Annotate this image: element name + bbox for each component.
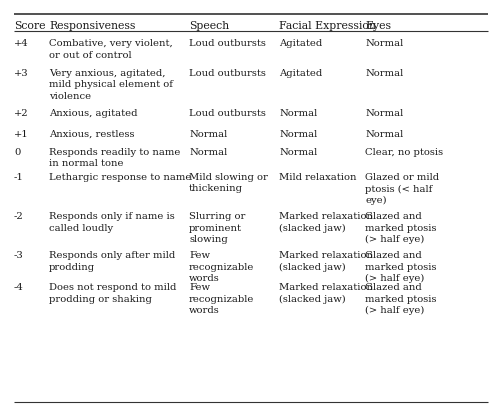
Text: +4: +4 (14, 39, 29, 48)
Text: Lethargic response to name: Lethargic response to name (49, 173, 192, 182)
Text: Eyes: Eyes (365, 21, 391, 30)
Text: Normal: Normal (279, 130, 318, 139)
Text: Normal: Normal (365, 39, 403, 48)
Text: Slurring or
prominent
slowing: Slurring or prominent slowing (189, 212, 246, 244)
Text: Normal: Normal (279, 148, 318, 157)
Text: Marked relaxation
(slacked jaw): Marked relaxation (slacked jaw) (279, 251, 373, 272)
Text: Does not respond to mild
prodding or shaking: Does not respond to mild prodding or sha… (49, 283, 176, 304)
Text: Glazed and
marked ptosis
(> half eye): Glazed and marked ptosis (> half eye) (365, 283, 436, 315)
Text: Agitated: Agitated (279, 69, 322, 78)
Text: Normal: Normal (189, 130, 227, 139)
Text: Mild relaxation: Mild relaxation (279, 173, 356, 182)
Text: +1: +1 (14, 130, 29, 139)
Text: -4: -4 (14, 283, 24, 292)
Text: Normal: Normal (365, 130, 403, 139)
Text: Score: Score (14, 21, 46, 30)
Text: +3: +3 (14, 69, 28, 78)
Text: -2: -2 (14, 212, 24, 221)
Text: Normal: Normal (365, 109, 403, 118)
Text: +2: +2 (14, 109, 28, 118)
Text: Combative, very violent,
or out of control: Combative, very violent, or out of contr… (49, 39, 173, 60)
Text: Anxious, restless: Anxious, restless (49, 130, 134, 139)
Text: 0: 0 (14, 148, 20, 157)
Text: Glazed and
marked ptosis
(> half eye): Glazed and marked ptosis (> half eye) (365, 251, 436, 283)
Text: Speech: Speech (189, 21, 229, 30)
Text: Marked relaxation
(slacked jaw): Marked relaxation (slacked jaw) (279, 283, 373, 304)
Text: Normal: Normal (189, 148, 227, 157)
Text: Few
recognizable
words: Few recognizable words (189, 283, 254, 315)
Text: Mild slowing or
thickening: Mild slowing or thickening (189, 173, 268, 194)
Text: Facial Expression: Facial Expression (279, 21, 376, 30)
Text: -3: -3 (14, 251, 24, 260)
Text: Anxious, agitated: Anxious, agitated (49, 109, 138, 118)
Text: Clear, no ptosis: Clear, no ptosis (365, 148, 443, 157)
Text: Loud outbursts: Loud outbursts (189, 39, 266, 48)
Text: Few
recognizable
words: Few recognizable words (189, 251, 254, 283)
Text: Responds only if name is
called loudly: Responds only if name is called loudly (49, 212, 175, 233)
Text: Loud outbursts: Loud outbursts (189, 69, 266, 78)
Text: -1: -1 (14, 173, 24, 182)
Text: Marked relaxation
(slacked jaw): Marked relaxation (slacked jaw) (279, 212, 373, 233)
Text: Loud outbursts: Loud outbursts (189, 109, 266, 118)
Text: Normal: Normal (365, 69, 403, 78)
Text: Responds readily to name
in normal tone: Responds readily to name in normal tone (49, 148, 180, 168)
Text: Normal: Normal (279, 109, 318, 118)
Text: Very anxious, agitated,
mild physical element of
violence: Very anxious, agitated, mild physical el… (49, 69, 173, 101)
Text: Glazed and
marked ptosis
(> half eye): Glazed and marked ptosis (> half eye) (365, 212, 436, 244)
Text: Glazed or mild
ptosis (< half
eye): Glazed or mild ptosis (< half eye) (365, 173, 439, 205)
Text: Responsiveness: Responsiveness (49, 21, 136, 30)
Text: Agitated: Agitated (279, 39, 322, 48)
Text: Responds only after mild
prodding: Responds only after mild prodding (49, 251, 176, 272)
